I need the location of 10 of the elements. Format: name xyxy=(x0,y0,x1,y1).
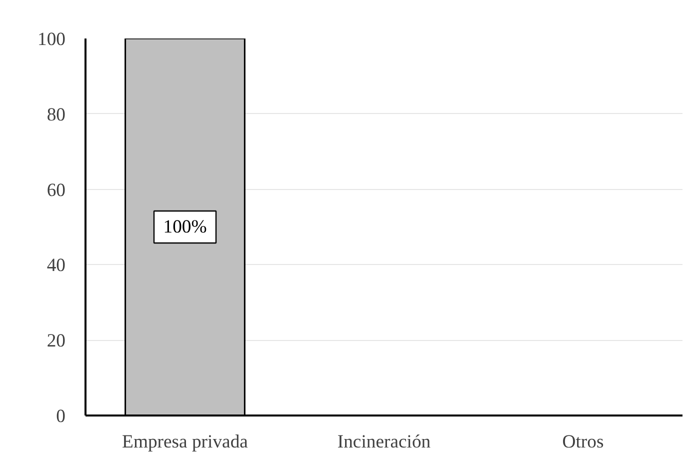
data-label: 100% xyxy=(163,216,207,238)
y-tick-label: 20 xyxy=(46,330,66,352)
x-tick-label: Otros xyxy=(562,432,604,452)
y-tick-label: 0 xyxy=(56,406,66,427)
y-tick-label: 60 xyxy=(46,180,66,201)
y-tick-label: 80 xyxy=(46,104,66,126)
y-tick-label: 40 xyxy=(46,255,66,276)
x-tick-label: Empresa privada xyxy=(122,432,249,452)
y-tick-label: 100 xyxy=(38,29,66,50)
x-tick-label: Incineración xyxy=(337,432,432,452)
